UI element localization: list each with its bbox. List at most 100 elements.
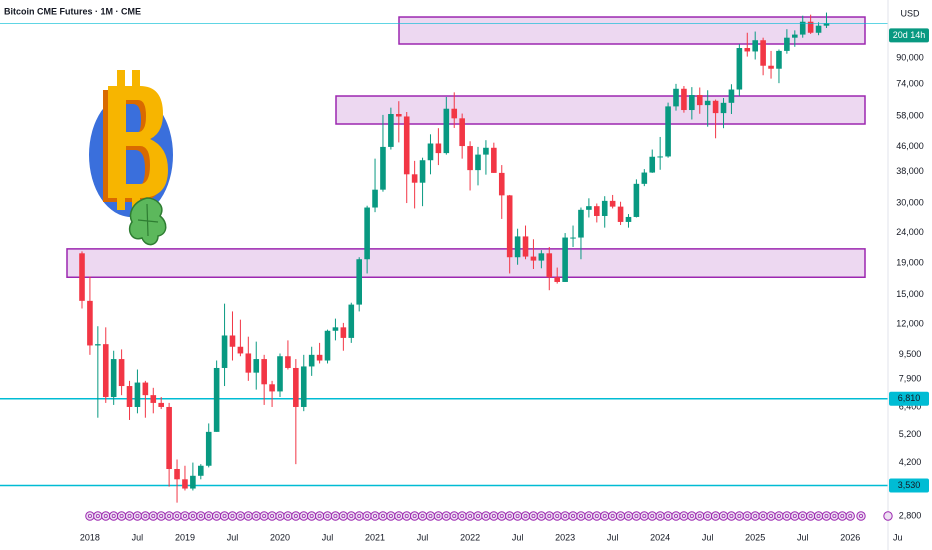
event-marker bbox=[227, 511, 238, 521]
candle-body bbox=[728, 89, 735, 103]
event-marker-dot bbox=[230, 514, 235, 519]
candle-body bbox=[348, 304, 355, 338]
x-tick-label: 2023 bbox=[555, 532, 575, 542]
candle-body bbox=[633, 183, 640, 217]
candle-body bbox=[403, 116, 410, 175]
candle-body bbox=[419, 160, 426, 183]
event-marker bbox=[631, 511, 642, 521]
event-marker bbox=[362, 511, 372, 521]
y-tick-label: 9,500 bbox=[899, 349, 922, 359]
event-marker-dot bbox=[277, 514, 282, 519]
event-marker-dot bbox=[689, 514, 694, 519]
candle-body bbox=[340, 327, 347, 338]
event-marker bbox=[798, 511, 808, 521]
candle-body bbox=[704, 100, 711, 106]
candle-body bbox=[498, 172, 505, 196]
candle-body bbox=[253, 359, 260, 373]
x-tick-label: Jul bbox=[797, 532, 809, 542]
event-marker-dot bbox=[444, 514, 449, 519]
candle-body bbox=[277, 356, 283, 392]
event-marker-dot bbox=[460, 514, 465, 519]
candle-body bbox=[451, 108, 458, 119]
event-marker bbox=[140, 511, 151, 521]
event-marker bbox=[726, 511, 737, 521]
y-tick-label: 15,000 bbox=[896, 289, 924, 299]
event-marker-dot bbox=[87, 514, 92, 519]
event-marker bbox=[663, 511, 673, 521]
event-marker-dot bbox=[586, 514, 591, 519]
event-marker-dot bbox=[135, 514, 140, 519]
event-marker bbox=[188, 511, 198, 521]
event-marker bbox=[655, 511, 665, 521]
event-marker-dot bbox=[293, 514, 298, 519]
candle-body bbox=[380, 146, 386, 190]
candle-body bbox=[427, 143, 434, 161]
candle-body bbox=[617, 206, 624, 222]
event-marker-dot bbox=[468, 514, 473, 519]
candle-body bbox=[110, 359, 117, 398]
event-marker-dot bbox=[531, 514, 536, 519]
x-tick-label: Jul bbox=[227, 532, 239, 542]
candle-body bbox=[261, 359, 267, 385]
y-tick-label: 30,000 bbox=[896, 197, 924, 207]
event-marker bbox=[489, 511, 499, 521]
event-marker bbox=[346, 511, 356, 521]
event-marker bbox=[219, 511, 230, 521]
event-marker-dot bbox=[452, 514, 457, 519]
event-marker bbox=[512, 511, 523, 521]
event-marker bbox=[267, 511, 277, 521]
candle-body bbox=[198, 465, 204, 476]
countdown-tag bbox=[889, 28, 929, 43]
candle-body bbox=[641, 172, 648, 184]
event-marker bbox=[314, 511, 325, 521]
candle-body bbox=[546, 253, 553, 278]
event-marker-dot bbox=[681, 514, 686, 519]
event-marker bbox=[679, 511, 689, 521]
y-tick-label: 6,400 bbox=[899, 401, 922, 411]
event-marker bbox=[687, 511, 697, 521]
candle-body bbox=[293, 367, 299, 407]
x-tick-label: 2024 bbox=[650, 532, 670, 542]
y-tick-label: 5,200 bbox=[899, 429, 922, 439]
event-marker-dot bbox=[832, 514, 837, 519]
event-marker-dot bbox=[523, 514, 528, 519]
event-marker-dot bbox=[119, 514, 124, 519]
event-marker bbox=[449, 511, 459, 521]
candle-body bbox=[316, 354, 323, 361]
event-marker-dot bbox=[626, 514, 631, 519]
event-marker bbox=[116, 511, 127, 521]
chart-title: Bitcoin CME Futures · 1M · CME bbox=[4, 6, 141, 16]
candle-body bbox=[166, 406, 172, 470]
candle-body bbox=[134, 382, 141, 407]
countdown-label: 20d 14h bbox=[893, 30, 926, 40]
candle-body bbox=[459, 118, 465, 147]
candle-body bbox=[324, 330, 331, 361]
candle-body bbox=[269, 384, 275, 392]
candle-body bbox=[712, 100, 719, 114]
event-marker-dot bbox=[658, 514, 663, 519]
event-marker bbox=[132, 511, 143, 521]
candle-body bbox=[657, 156, 663, 158]
candle-body bbox=[213, 367, 220, 432]
candle-body bbox=[562, 237, 568, 282]
y-tick-label: 24,000 bbox=[896, 227, 924, 237]
candle-body bbox=[784, 37, 790, 51]
event-marker-dot bbox=[420, 514, 425, 519]
x-tick-label: 2022 bbox=[460, 532, 480, 542]
event-marker bbox=[520, 511, 531, 521]
event-marker bbox=[417, 511, 428, 521]
y-tick-label: 46,000 bbox=[896, 141, 924, 151]
event-marker-dot bbox=[650, 514, 655, 519]
y-tick-label: 4,200 bbox=[899, 457, 922, 467]
x-tick-label: Jul bbox=[607, 532, 619, 542]
event-marker bbox=[821, 511, 832, 521]
event-marker bbox=[156, 511, 166, 521]
event-marker-dot bbox=[602, 514, 607, 519]
candle-body bbox=[205, 431, 212, 466]
y-tick-label: 19,000 bbox=[896, 258, 924, 268]
candle-body bbox=[245, 353, 252, 373]
candle-body bbox=[87, 300, 93, 346]
event-marker-dot bbox=[190, 514, 195, 519]
candle-body bbox=[356, 259, 362, 305]
